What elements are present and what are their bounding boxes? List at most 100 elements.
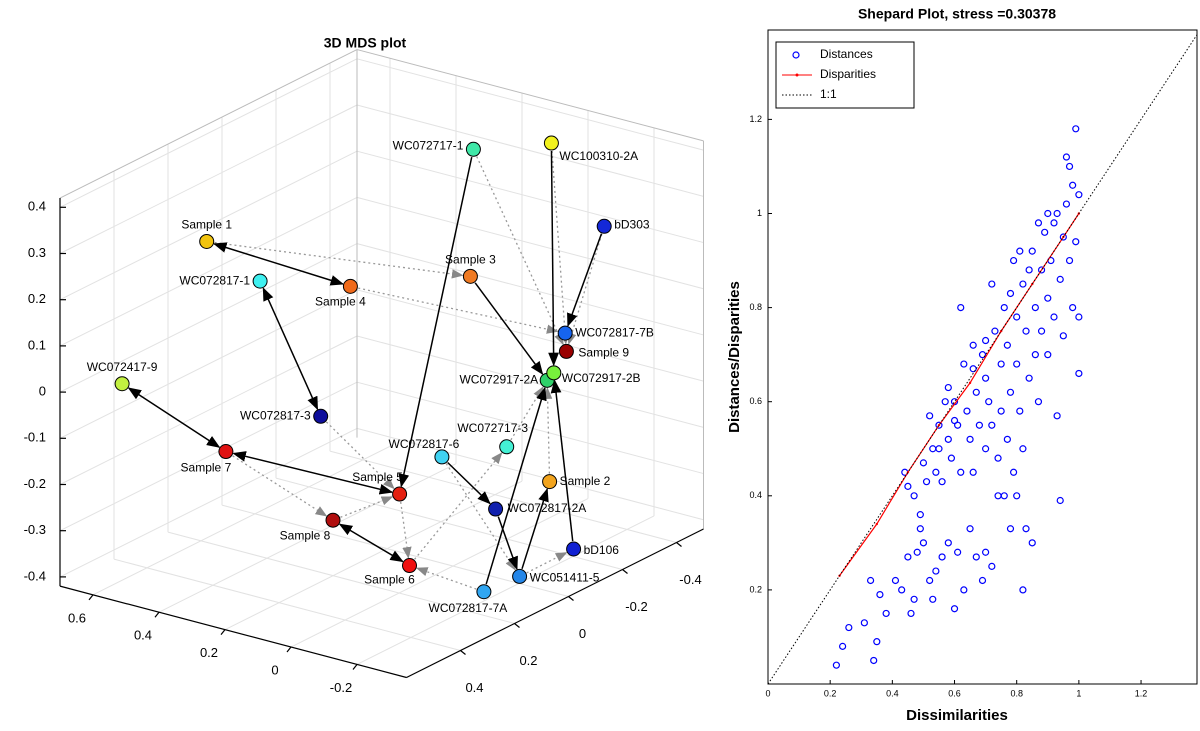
- point: [944, 435, 952, 443]
- point: [1069, 181, 1077, 189]
- point: [926, 412, 934, 420]
- point: [985, 398, 993, 406]
- point: [904, 553, 912, 561]
- arrow: [213, 242, 345, 286]
- x-tick-label: 0.4: [465, 680, 483, 695]
- point: [1019, 280, 1027, 288]
- tick-mark: [154, 611, 160, 618]
- x-tick-label: 0.2: [824, 688, 837, 698]
- point: [1062, 200, 1071, 208]
- grid-line: [356, 243, 704, 336]
- point: [938, 478, 946, 486]
- reference-line: [768, 34, 1197, 684]
- y-tick-label: -0.2: [330, 680, 352, 695]
- point: [1016, 247, 1024, 255]
- point: [910, 595, 918, 603]
- y-tick-label: 0: [271, 662, 278, 677]
- point: [960, 586, 968, 594]
- line-point: [968, 381, 972, 385]
- point: [1009, 256, 1018, 265]
- legend-label: 1:1: [820, 87, 837, 101]
- point: [929, 595, 937, 603]
- point: [596, 218, 612, 234]
- point: [1053, 209, 1061, 218]
- point: [1003, 435, 1011, 443]
- point: [465, 141, 481, 157]
- point: [988, 280, 996, 288]
- point: [832, 661, 840, 669]
- point: [982, 374, 990, 382]
- z-tick-label: -0.3: [24, 522, 46, 537]
- point: [935, 421, 943, 429]
- point: [476, 584, 492, 600]
- point: [1006, 525, 1015, 533]
- z-tick-label: 0: [39, 384, 46, 399]
- tick-mark: [286, 646, 292, 653]
- point: [1075, 191, 1083, 199]
- point: [1013, 360, 1021, 368]
- grid-line: [59, 196, 358, 347]
- point: [252, 273, 268, 289]
- point: [1072, 125, 1080, 133]
- grid-line: [59, 150, 358, 301]
- tick-mark: [220, 629, 226, 636]
- y-axis: [59, 585, 407, 679]
- grid-line: [356, 104, 704, 197]
- point: [1034, 219, 1043, 227]
- point: [1031, 303, 1039, 312]
- point-label: WC072817-1: [179, 273, 250, 287]
- grid-line: [158, 463, 457, 613]
- tick-mark: [514, 623, 520, 628]
- point: [566, 541, 582, 557]
- point-label: Sample 3: [445, 253, 496, 267]
- grid-line: [356, 196, 704, 290]
- point: [845, 623, 853, 632]
- x-tick-label: 0: [579, 626, 586, 641]
- arrow: [127, 387, 221, 448]
- point: [982, 445, 990, 453]
- point-label: Sample 2: [560, 474, 611, 488]
- arrow: [232, 451, 394, 495]
- point: [1016, 407, 1024, 415]
- point-label: WC072817-2A: [508, 501, 587, 515]
- point-label: bD303: [614, 217, 650, 231]
- point-label: WC072817-3: [240, 408, 311, 422]
- chart-title: 3D MDS plot: [324, 35, 407, 51]
- y-tick-label: 0.2: [200, 645, 218, 660]
- point: [907, 609, 915, 618]
- grid-line: [356, 427, 704, 521]
- point: [546, 365, 562, 381]
- arrow: [521, 487, 549, 570]
- point: [870, 656, 878, 665]
- point: [966, 525, 974, 533]
- point: [1065, 256, 1074, 265]
- y-tick-label: 0.2: [749, 584, 762, 594]
- point: [997, 407, 1005, 415]
- point: [114, 376, 130, 392]
- point: [954, 548, 962, 556]
- point: [969, 341, 977, 349]
- point: [1028, 539, 1036, 547]
- point: [957, 303, 965, 312]
- point: [1075, 369, 1083, 378]
- point: [950, 605, 959, 613]
- point: [488, 501, 504, 517]
- point: [876, 591, 884, 599]
- point: [1044, 351, 1052, 359]
- dotted-arrow: [476, 156, 564, 346]
- point: [1037, 266, 1046, 274]
- point-label: Sample 8: [280, 528, 331, 542]
- point: [1050, 219, 1058, 227]
- point: [873, 638, 881, 646]
- grid-line: [356, 58, 704, 151]
- y-tick-label: 1.2: [749, 114, 762, 124]
- z-tick-label: -0.1: [24, 430, 46, 445]
- point: [1025, 374, 1033, 382]
- grid-line: [113, 558, 461, 651]
- point: [910, 492, 918, 500]
- point: [860, 619, 868, 627]
- z-tick-label: -0.2: [24, 476, 46, 491]
- point: [898, 586, 906, 594]
- point: [991, 327, 999, 335]
